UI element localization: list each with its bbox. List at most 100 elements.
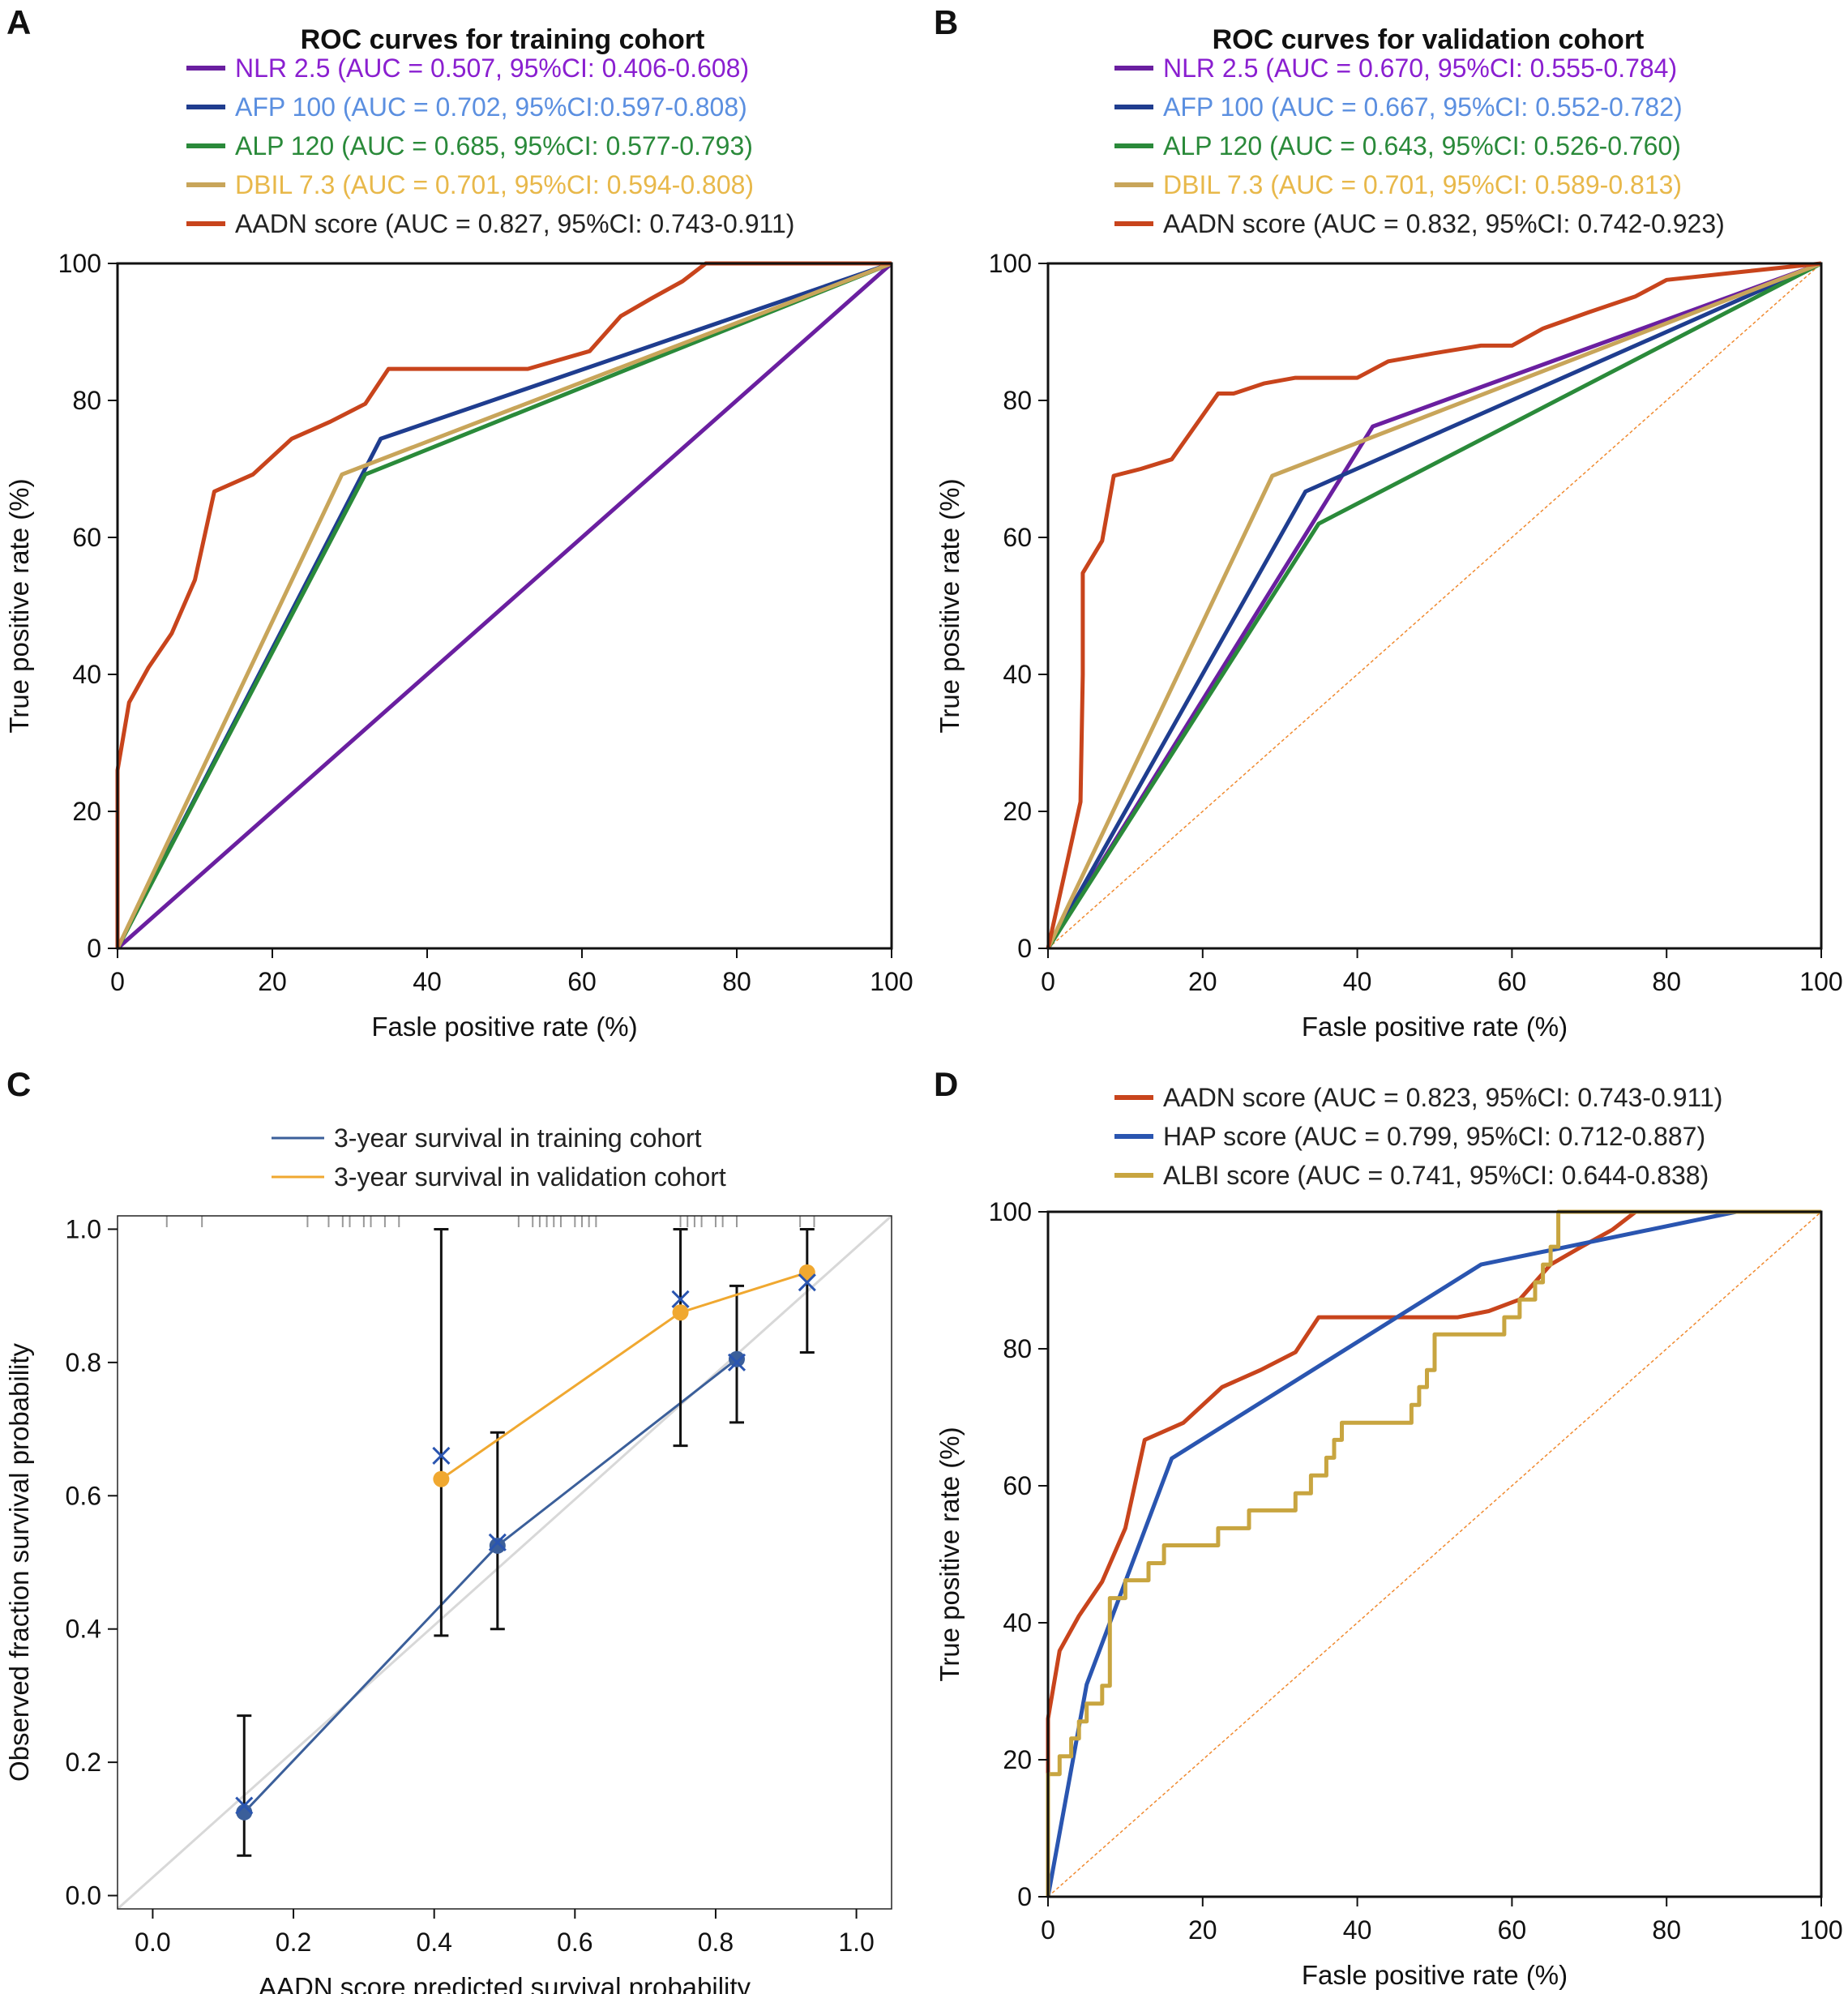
observed-point-training <box>729 1350 745 1367</box>
plot-frame <box>1046 1210 1823 1898</box>
corrected-marker-validation <box>798 1273 816 1292</box>
x-tick-label: 0 <box>110 967 125 996</box>
legend-entry-3-year-survival-in-validation-cohort: 3-year survival in validation cohort <box>334 1162 726 1192</box>
roc-curve-aadn-score <box>1046 261 1822 949</box>
panel-b-legend: NLR 2.5 (AUC = 0.670, 95%CI: 0.555-0.784… <box>1114 53 1725 238</box>
legend-entry-afp-100: AFP 100 (AUC = 0.702, 95%CI:0.597-0.808) <box>235 92 747 122</box>
x-tick-label: 40 <box>1343 1915 1372 1945</box>
x-tick-label: 0.0 <box>135 1928 170 1957</box>
panel-d-roc-comparison: D AADN score (AUC = 0.823, 95%CI: 0.743-… <box>934 1065 1843 1990</box>
panel-a-legend: NLR 2.5 (AUC = 0.507, 95%CI: 0.406-0.608… <box>186 53 794 238</box>
x-tick-label: 20 <box>258 967 287 996</box>
corrected-marker-validation <box>671 1290 690 1308</box>
y-axis-label: Observed fraction survival probability <box>4 1342 34 1782</box>
x-tick-label: 60 <box>567 967 597 996</box>
y-tick-label: 40 <box>1003 1608 1032 1637</box>
panel-b-title: ROC curves for validation cohort <box>1213 24 1645 55</box>
x-axis-label: Fasle positive rate (%) <box>1302 1012 1568 1042</box>
roc-curve-dbil-7-3 <box>115 261 892 950</box>
x-axis-label: Fasle positive rate (%) <box>1302 1960 1568 1990</box>
roc-curve-nlr-2-5 <box>1046 261 1822 950</box>
y-tick-label: 0.4 <box>66 1615 101 1644</box>
y-tick-label: 0.2 <box>66 1748 101 1777</box>
x-tick-label: 80 <box>722 967 751 996</box>
x-tick-label: 0.2 <box>276 1928 311 1957</box>
legend-entry-nlr-2-5: NLR 2.5 (AUC = 0.507, 95%CI: 0.406-0.608… <box>235 53 749 83</box>
legend-entry-hap-score: HAP score (AUC = 0.799, 95%CI: 0.712-0.8… <box>1163 1122 1705 1151</box>
y-tick-label: 60 <box>1003 523 1032 552</box>
panel-c-plot: 0.0 0.0 0.2 0.2 0.4 0.4 0.6 0.6 0.8 0.8 1.0 1.0 AADN… <box>4 1214 893 1994</box>
y-tick-label: 20 <box>1003 797 1032 826</box>
legend-entry-aadn-score: AADN score (AUC = 0.827, 95%CI: 0.743-0.… <box>235 209 794 238</box>
observed-point-training <box>489 1537 506 1554</box>
legend-entry-dbil-7-3: DBIL 7.3 (AUC = 0.701, 95%CI: 0.594-0.80… <box>235 170 754 199</box>
y-tick-label: 60 <box>72 523 101 552</box>
corrected-marker-training <box>488 1533 507 1551</box>
panel-a-roc-training: A ROC curves for training cohort NLR 2.5… <box>4 3 913 1042</box>
reference-diagonal <box>1047 1211 1822 1898</box>
x-tick-label: 20 <box>1188 967 1217 996</box>
panel-d-plot: 00 20 20 40 40 60 60 80 80 100 100 Fasle positive r… <box>935 1197 1843 1990</box>
legend-entry-alp-120: ALP 120 (AUC = 0.643, 95%CI: 0.526-0.760… <box>1163 131 1681 160</box>
legend-entry-3-year-survival-in-training-cohort: 3-year survival in training cohort <box>334 1123 702 1153</box>
legend-entry-aadn-score: AADN score (AUC = 0.823, 95%CI: 0.743-0.… <box>1163 1083 1722 1112</box>
roc-curve-afp-100 <box>1046 261 1823 950</box>
legend-entry-dbil-7-3: DBIL 7.3 (AUC = 0.701, 95%CI: 0.589-0.81… <box>1163 170 1682 199</box>
panel-label-d: D <box>934 1065 958 1103</box>
y-tick-label: 80 <box>1003 1334 1032 1363</box>
legend-entry-afp-100: AFP 100 (AUC = 0.667, 95%CI: 0.552-0.782… <box>1163 92 1683 122</box>
panel-label-c: C <box>6 1065 31 1103</box>
panel-a-plot: 00 20 20 40 40 60 60 80 80 100 100 Fasle positive r… <box>4 249 913 1042</box>
roc-curve-aadn-score <box>115 261 892 948</box>
y-tick-label: 0.6 <box>66 1481 101 1510</box>
observed-point-validation <box>672 1304 689 1321</box>
panel-b-roc-validation: B ROC curves for validation cohort NLR 2… <box>934 3 1843 1042</box>
roc-curve-dbil-7-3 <box>1046 261 1822 950</box>
y-tick-label: 100 <box>989 249 1032 278</box>
plot-frame <box>117 1215 892 1910</box>
x-axis-label: AADN score predicted survival probabilit… <box>259 1972 751 1994</box>
panel-label-b: B <box>934 3 958 41</box>
panel-label-a: A <box>6 3 31 41</box>
x-tick-label: 1.0 <box>838 1928 874 1957</box>
calibration-line-training <box>243 1358 738 1813</box>
panel-b-plot: 00 20 20 40 40 60 60 80 80 100 100 Fasle positive r… <box>935 249 1843 1042</box>
roc-curve-alp-120 <box>1046 261 1823 950</box>
x-tick-label: 80 <box>1652 1915 1681 1945</box>
observed-point-validation <box>433 1470 450 1487</box>
y-tick-label: 100 <box>58 249 101 278</box>
x-tick-label: 0 <box>1041 1915 1055 1945</box>
corrected-marker-training <box>727 1353 746 1371</box>
x-tick-label: 60 <box>1498 967 1527 996</box>
y-axis-label: True positive rate (%) <box>4 478 34 733</box>
legend-entry-alp-120: ALP 120 (AUC = 0.685, 95%CI: 0.577-0.793… <box>235 131 753 160</box>
y-tick-label: 20 <box>1003 1745 1032 1774</box>
x-tick-label: 80 <box>1652 967 1681 996</box>
panel-c-calibration: C 3-year survival in training cohort 3-ye… <box>4 1065 893 1994</box>
x-tick-label: 40 <box>1343 967 1372 996</box>
legend-entry-albi-score: ALBI score (AUC = 0.741, 95%CI: 0.644-0.… <box>1163 1161 1709 1190</box>
x-tick-label: 0.6 <box>557 1928 592 1957</box>
y-axis-label: True positive rate (%) <box>935 478 965 733</box>
roc-curve-alp-120 <box>115 261 892 950</box>
y-tick-label: 100 <box>989 1197 1032 1226</box>
x-tick-label: 60 <box>1498 1915 1527 1945</box>
panel-d-legend: AADN score (AUC = 0.823, 95%CI: 0.743-0.… <box>1114 1083 1722 1190</box>
y-tick-label: 0.0 <box>66 1881 101 1911</box>
plot-frame <box>1046 262 1823 950</box>
reference-diagonal <box>1047 263 1822 949</box>
plot-frame <box>116 262 893 950</box>
x-tick-label: 100 <box>1799 967 1842 996</box>
legend-entry-nlr-2-5: NLR 2.5 (AUC = 0.670, 95%CI: 0.555-0.784… <box>1163 53 1677 83</box>
y-tick-label: 80 <box>72 386 101 415</box>
y-tick-label: 20 <box>72 797 101 826</box>
y-tick-label: 0 <box>1017 934 1032 963</box>
x-tick-label: 100 <box>870 967 913 996</box>
panel-a-title: ROC curves for training cohort <box>301 24 705 55</box>
y-axis-label: True positive rate (%) <box>935 1427 965 1681</box>
roc-curve-nlr-2-5 <box>116 262 893 950</box>
y-tick-label: 80 <box>1003 386 1032 415</box>
x-tick-label: 0.8 <box>698 1928 734 1957</box>
corrected-marker-validation <box>432 1446 451 1466</box>
roc-curve-albi-score <box>1046 1209 1821 1897</box>
